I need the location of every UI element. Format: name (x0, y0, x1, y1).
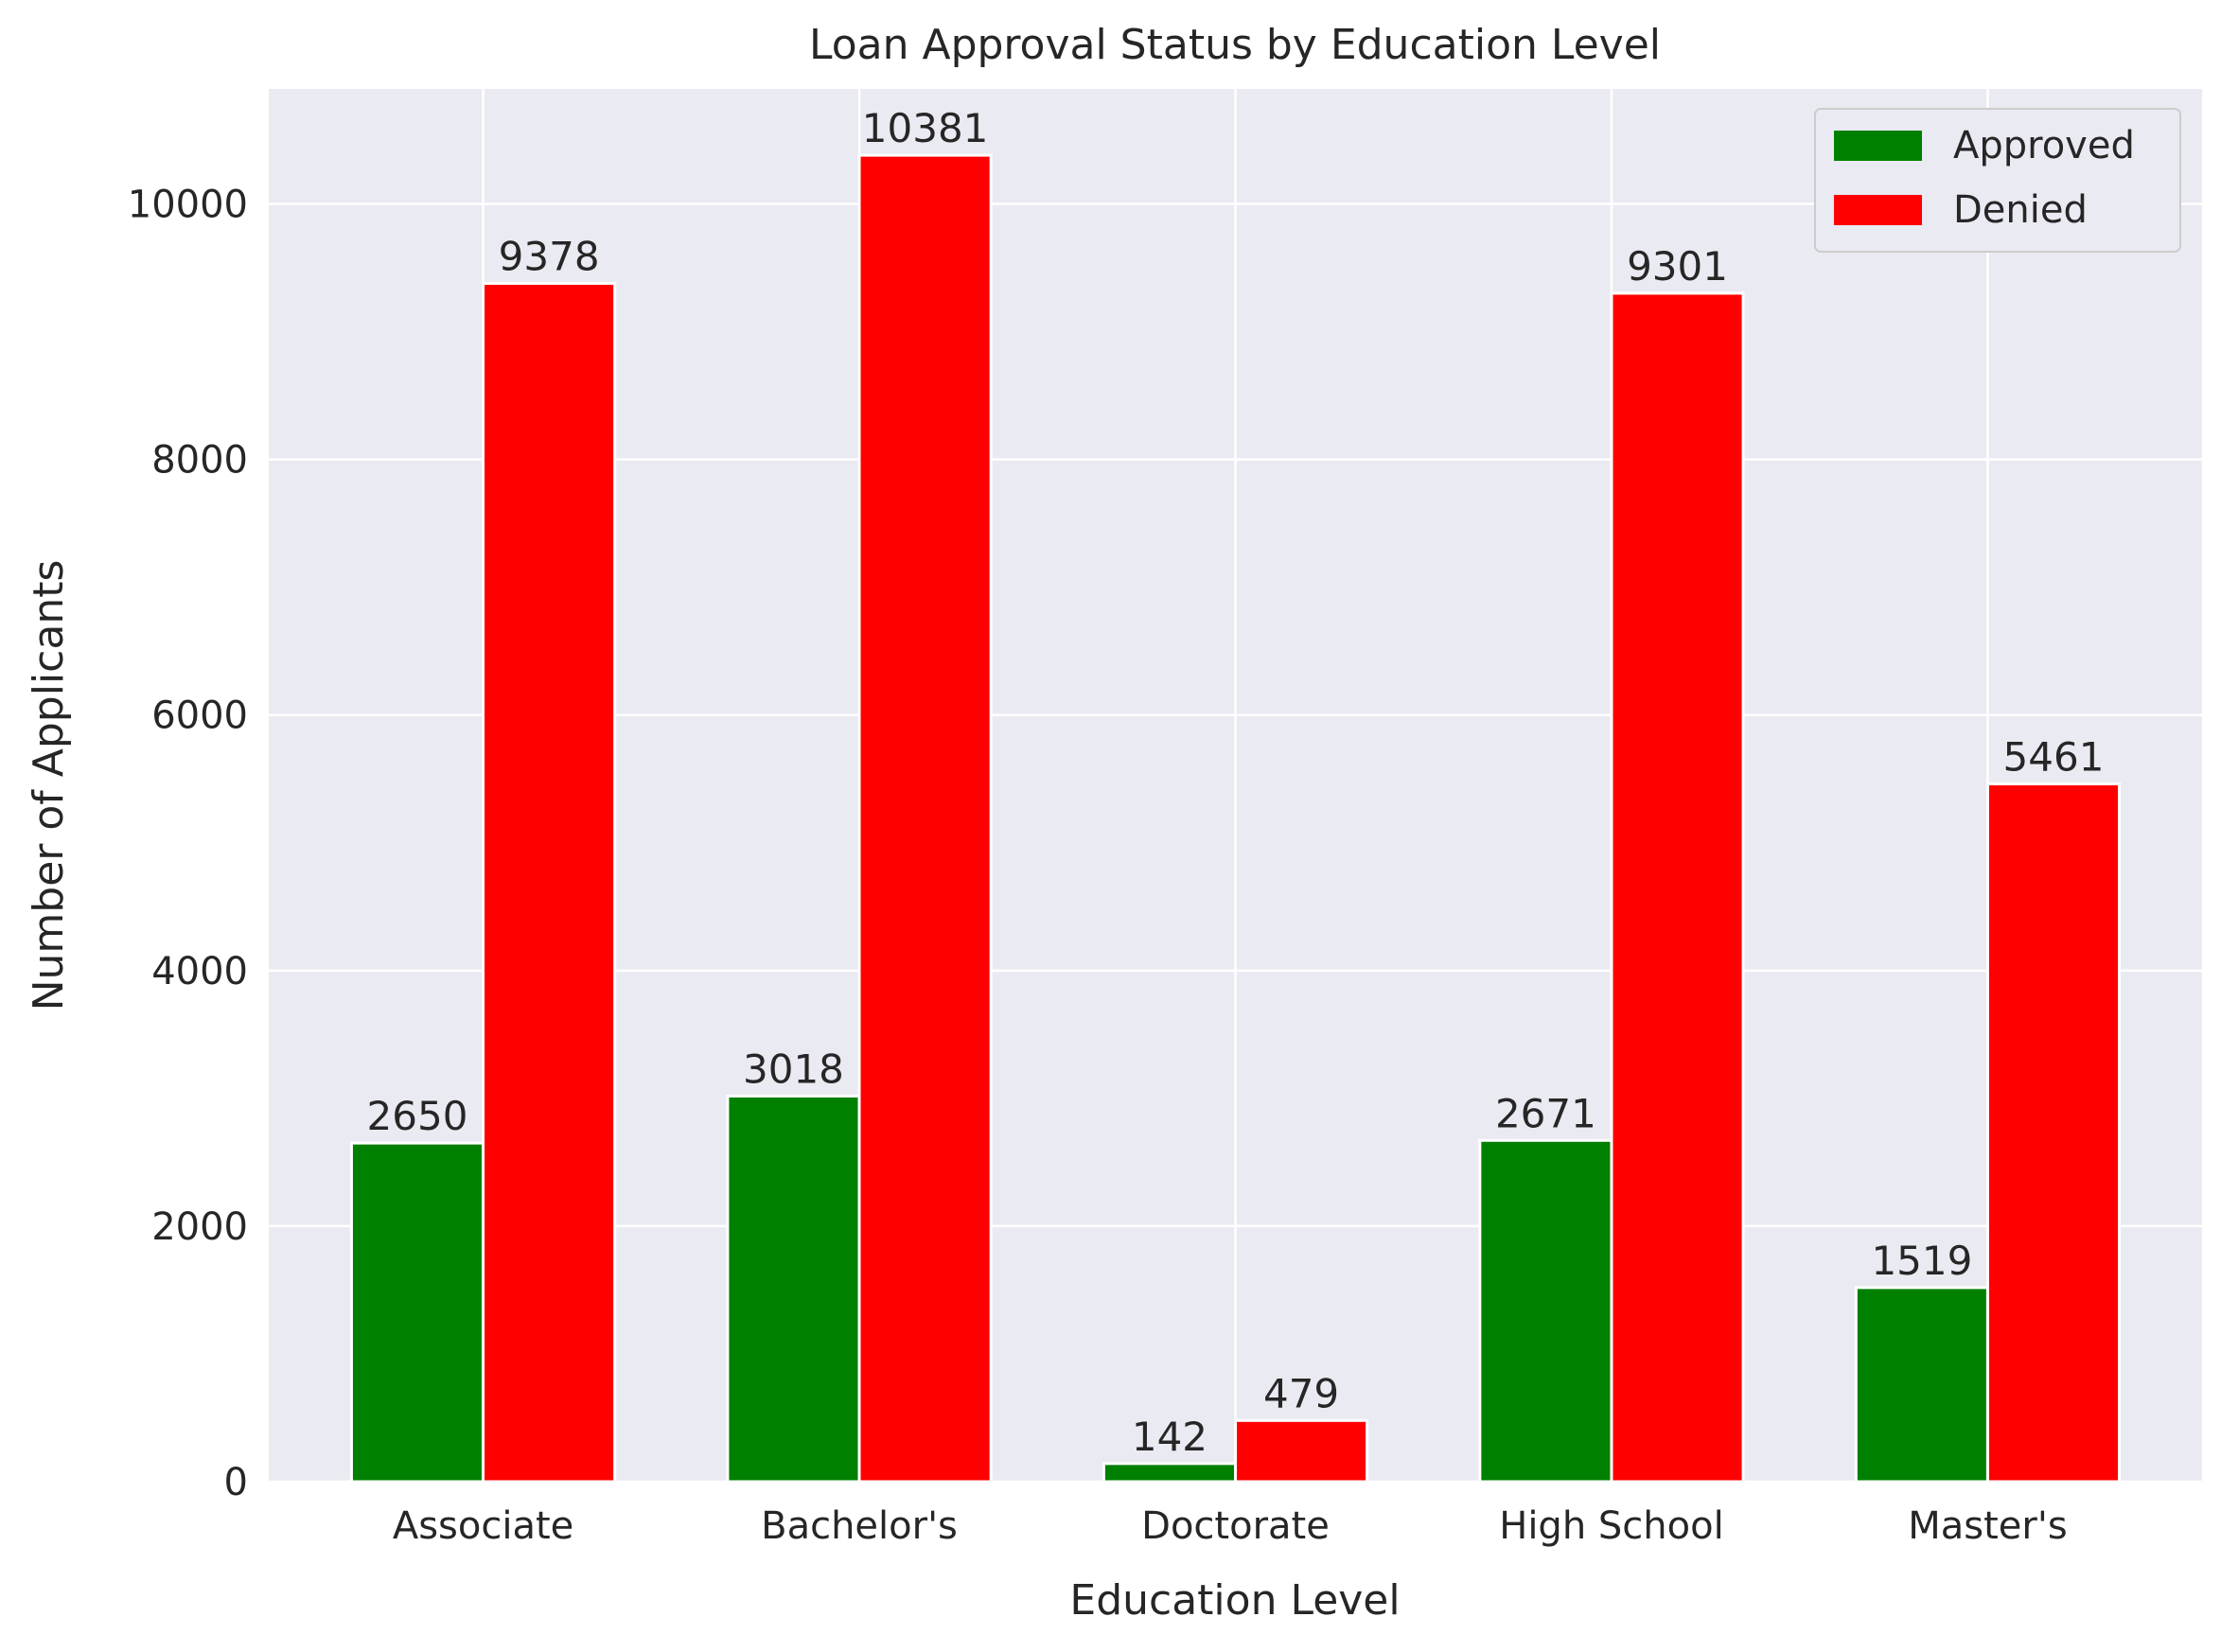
y-tick-labels: 0 2000 4000 6000 8000 10000 (128, 184, 248, 1504)
x-tick-label: High School (1499, 1504, 1723, 1548)
bar-denied (1234, 1418, 1369, 1484)
bar-denied (1610, 291, 1745, 1484)
bar-denied (1985, 782, 2122, 1484)
bar-denied (857, 153, 993, 1484)
chart-title: Loan Approval Status by Education Level (809, 21, 1661, 69)
bar-approved (726, 1094, 861, 1484)
x-tick-label: Associate (393, 1504, 573, 1548)
y-axis-label: Number of Applicants (25, 560, 73, 1011)
bar-approved (1854, 1286, 1989, 1484)
y-tick-label: 4000 (151, 950, 248, 993)
bar-value-label: 479 (1263, 1370, 1339, 1416)
bar-value-label: 2650 (367, 1093, 468, 1139)
bar-value-label: 9378 (499, 234, 600, 280)
legend-label-denied: Denied (1953, 188, 2088, 232)
x-tick-label: Master's (1908, 1504, 2067, 1548)
bar-value-label: 2671 (1495, 1090, 1596, 1136)
bar-approved (349, 1141, 485, 1484)
x-tick-label: Doctorate (1141, 1504, 1330, 1548)
x-tick-label: Bachelor's (761, 1504, 958, 1548)
legend-swatch-denied (1834, 195, 1922, 225)
y-tick-label: 8000 (151, 439, 248, 483)
bar-value-label: 142 (1132, 1414, 1207, 1460)
bar-value-label: 9301 (1627, 243, 1728, 290)
y-tick-label: 10000 (128, 184, 248, 227)
bar-value-label: 1519 (1871, 1238, 1972, 1284)
y-tick-label: 6000 (151, 694, 248, 738)
bar-value-label: 10381 (862, 105, 989, 151)
bar-value-label: 3018 (743, 1046, 844, 1092)
legend-swatch-approved (1834, 131, 1922, 161)
data-labels: 2650 3018 142 2671 1519 9378 10381 479 9301 5461 (367, 105, 2105, 1460)
legend-label-approved: Approved (1953, 124, 2135, 167)
y-tick-label: 0 (224, 1461, 248, 1504)
bar-approved (1478, 1138, 1613, 1484)
legend: Approved Denied (1814, 108, 2181, 253)
bar-denied (482, 282, 617, 1484)
bars (349, 153, 2122, 1484)
y-tick-label: 2000 (151, 1205, 248, 1249)
bar-approved (1102, 1462, 1238, 1484)
x-tick-labels: Associate Bachelor's Doctorate High School M… (393, 1504, 2068, 1548)
bar-value-label: 5461 (2003, 734, 2105, 781)
x-axis-label: Education Level (1069, 1576, 1400, 1625)
